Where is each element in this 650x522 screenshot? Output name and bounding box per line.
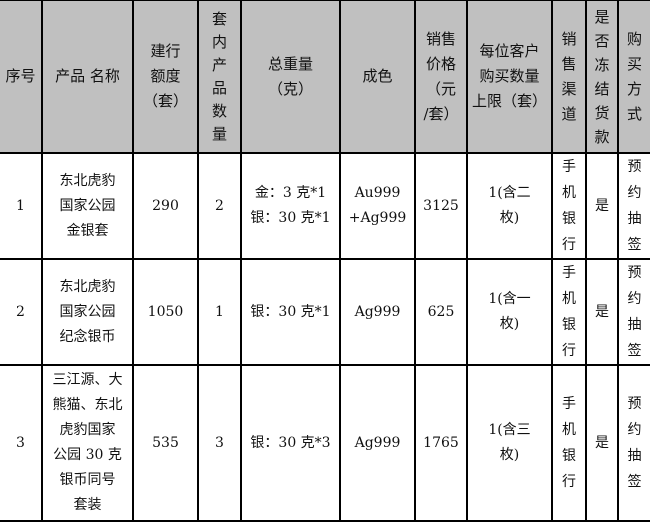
cell-quota: 290 bbox=[132, 152, 199, 260]
header-index: 序号 bbox=[0, 0, 43, 154]
cell-product-name: 东北虎豹 国家公园 纪念银币 bbox=[41, 258, 134, 366]
cell-channel: 手 机 银 行 bbox=[551, 258, 587, 366]
cell-freeze: 是 bbox=[585, 258, 619, 366]
table-row: 1 东北虎豹 国家公园 金银套 290 2 金：3 克*1 银：30 克*1 A… bbox=[0, 152, 650, 260]
cell-product-name: 东北虎豹 国家公园 金银套 bbox=[41, 152, 134, 260]
cell-purity: Ag999 bbox=[339, 258, 416, 366]
cell-purity: Ag999 bbox=[339, 364, 416, 522]
cell-weight: 银：30 克*1 bbox=[240, 258, 341, 366]
cell-index: 2 bbox=[0, 258, 43, 366]
cell-freeze: 是 bbox=[585, 152, 619, 260]
cell-method: 预 约 抽 签 bbox=[617, 258, 650, 366]
header-channel: 销 售 渠 道 bbox=[551, 0, 587, 154]
cell-purchase-limit: 1(含二 枚) bbox=[466, 152, 553, 260]
cell-price: 3125 bbox=[414, 152, 468, 260]
cell-item-count: 2 bbox=[197, 152, 242, 260]
header-row: 序号 产品 名称 建行 额度 （套） 套 内 产 品 数 量 总重量 （克） 成… bbox=[0, 0, 650, 154]
table-row: 3 三江源、大 熊猫、东北 虎豹国家 公园 30 克 银币同号 套装 535 3… bbox=[0, 364, 650, 522]
cell-freeze: 是 bbox=[585, 364, 619, 522]
cell-price: 1765 bbox=[414, 364, 468, 522]
cell-purity: Au999 +Ag999 bbox=[339, 152, 416, 260]
header-freeze: 是 否 冻 结 货 款 bbox=[585, 0, 619, 154]
cell-item-count: 1 bbox=[197, 258, 242, 366]
cell-purchase-limit: 1(含一 枚) bbox=[466, 258, 553, 366]
cell-index: 1 bbox=[0, 152, 43, 260]
cell-channel: 手 机 银 行 bbox=[551, 364, 587, 522]
header-quota: 建行 额度 （套） bbox=[132, 0, 199, 154]
cell-weight: 银：30 克*3 bbox=[240, 364, 341, 522]
header-weight: 总重量 （克） bbox=[240, 0, 341, 154]
cell-product-name: 三江源、大 熊猫、东北 虎豹国家 公园 30 克 银币同号 套装 bbox=[41, 364, 134, 522]
header-product-name: 产品 名称 bbox=[41, 0, 134, 154]
cell-price: 625 bbox=[414, 258, 468, 366]
cell-purchase-limit: 1(含三 枚) bbox=[466, 364, 553, 522]
header-purity: 成色 bbox=[339, 0, 416, 154]
cell-channel: 手 机 银 行 bbox=[551, 152, 587, 260]
cell-quota: 1050 bbox=[132, 258, 199, 366]
table-row: 2 东北虎豹 国家公园 纪念银币 1050 1 银：30 克*1 Ag999 6… bbox=[0, 258, 650, 366]
cell-quota: 535 bbox=[132, 364, 199, 522]
header-method: 购 买 方 式 bbox=[617, 0, 650, 154]
cell-index: 3 bbox=[0, 364, 43, 522]
cell-item-count: 3 bbox=[197, 364, 242, 522]
header-purchase-limit: 每位客户 购买数量 上限（套） bbox=[466, 0, 553, 154]
cell-method: 预 约 抽 签 bbox=[617, 152, 650, 260]
header-price: 销售 价格 （元 /套） bbox=[414, 0, 468, 154]
cell-method: 预 约 抽 签 bbox=[617, 364, 650, 522]
cell-weight: 金：3 克*1 银：30 克*1 bbox=[240, 152, 341, 260]
header-item-count: 套 内 产 品 数 量 bbox=[197, 0, 242, 154]
